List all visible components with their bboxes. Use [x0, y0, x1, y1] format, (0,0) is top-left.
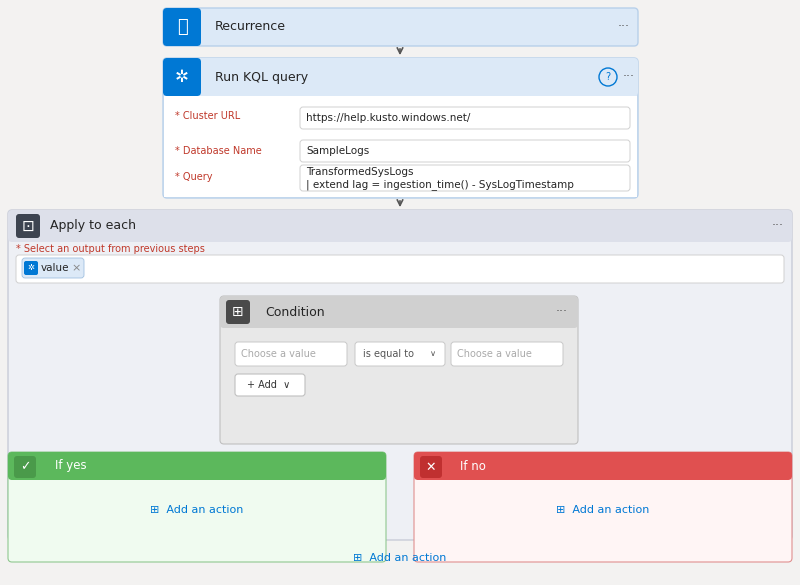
FancyBboxPatch shape — [235, 342, 347, 366]
FancyBboxPatch shape — [163, 58, 638, 198]
FancyBboxPatch shape — [8, 210, 792, 242]
Text: If no: If no — [460, 459, 486, 473]
Text: ✕: ✕ — [426, 460, 436, 473]
Text: Apply to each: Apply to each — [50, 219, 136, 232]
FancyBboxPatch shape — [414, 452, 792, 480]
FancyBboxPatch shape — [24, 261, 38, 275]
Text: * Cluster URL: * Cluster URL — [175, 111, 240, 121]
Text: https://help.kusto.windows.net/: https://help.kusto.windows.net/ — [306, 113, 470, 123]
Text: | extend lag = ingestion_time() - SysLogTimestamp: | extend lag = ingestion_time() - SysLog… — [306, 180, 574, 191]
FancyBboxPatch shape — [355, 342, 445, 366]
FancyBboxPatch shape — [163, 58, 638, 96]
Text: is equal to: is equal to — [363, 349, 414, 359]
Text: SampleLogs: SampleLogs — [306, 146, 370, 156]
Text: value: value — [41, 263, 70, 273]
Text: ×: × — [71, 263, 81, 273]
FancyBboxPatch shape — [300, 140, 630, 162]
FancyBboxPatch shape — [220, 296, 578, 328]
Text: ···: ··· — [556, 305, 568, 318]
Text: * Select an output from previous steps: * Select an output from previous steps — [16, 244, 205, 254]
FancyBboxPatch shape — [22, 258, 84, 278]
Text: Condition: Condition — [265, 305, 325, 318]
FancyBboxPatch shape — [235, 374, 305, 396]
FancyBboxPatch shape — [16, 214, 40, 238]
FancyBboxPatch shape — [163, 58, 201, 96]
Text: ✓: ✓ — [20, 460, 30, 473]
FancyBboxPatch shape — [226, 300, 250, 324]
Text: ···: ··· — [623, 71, 635, 84]
Text: ⊞  Add an action: ⊞ Add an action — [354, 553, 446, 563]
FancyBboxPatch shape — [300, 107, 630, 129]
Text: Run KQL query: Run KQL query — [215, 71, 308, 84]
FancyBboxPatch shape — [163, 8, 638, 46]
Text: ⊡: ⊡ — [22, 219, 34, 233]
FancyBboxPatch shape — [8, 210, 792, 540]
FancyBboxPatch shape — [451, 342, 563, 366]
Text: ···: ··· — [772, 219, 784, 232]
FancyBboxPatch shape — [420, 456, 442, 478]
Text: Choose a value: Choose a value — [241, 349, 316, 359]
Text: ∨: ∨ — [430, 349, 436, 359]
Text: ✲: ✲ — [27, 263, 34, 273]
FancyBboxPatch shape — [300, 165, 630, 191]
Text: ···: ··· — [618, 20, 630, 33]
FancyBboxPatch shape — [163, 8, 201, 46]
FancyBboxPatch shape — [8, 452, 386, 562]
Text: ⏰: ⏰ — [177, 18, 187, 36]
FancyBboxPatch shape — [14, 456, 36, 478]
Text: ⊞: ⊞ — [232, 305, 244, 319]
Text: If yes: If yes — [55, 459, 86, 473]
FancyBboxPatch shape — [16, 255, 784, 283]
Text: ⊞  Add an action: ⊞ Add an action — [556, 505, 650, 515]
Text: + Add  ∨: + Add ∨ — [247, 380, 290, 390]
FancyBboxPatch shape — [220, 296, 578, 444]
Text: ?: ? — [606, 72, 610, 82]
FancyBboxPatch shape — [8, 452, 386, 480]
FancyBboxPatch shape — [164, 96, 637, 197]
FancyBboxPatch shape — [414, 452, 792, 562]
Text: ⊞  Add an action: ⊞ Add an action — [150, 505, 244, 515]
Text: TransformedSysLogs: TransformedSysLogs — [306, 167, 414, 177]
Text: Choose a value: Choose a value — [457, 349, 532, 359]
Text: ✲: ✲ — [175, 68, 189, 86]
Text: * Database Name: * Database Name — [175, 146, 262, 156]
Text: Recurrence: Recurrence — [215, 20, 286, 33]
Text: * Query: * Query — [175, 172, 213, 182]
